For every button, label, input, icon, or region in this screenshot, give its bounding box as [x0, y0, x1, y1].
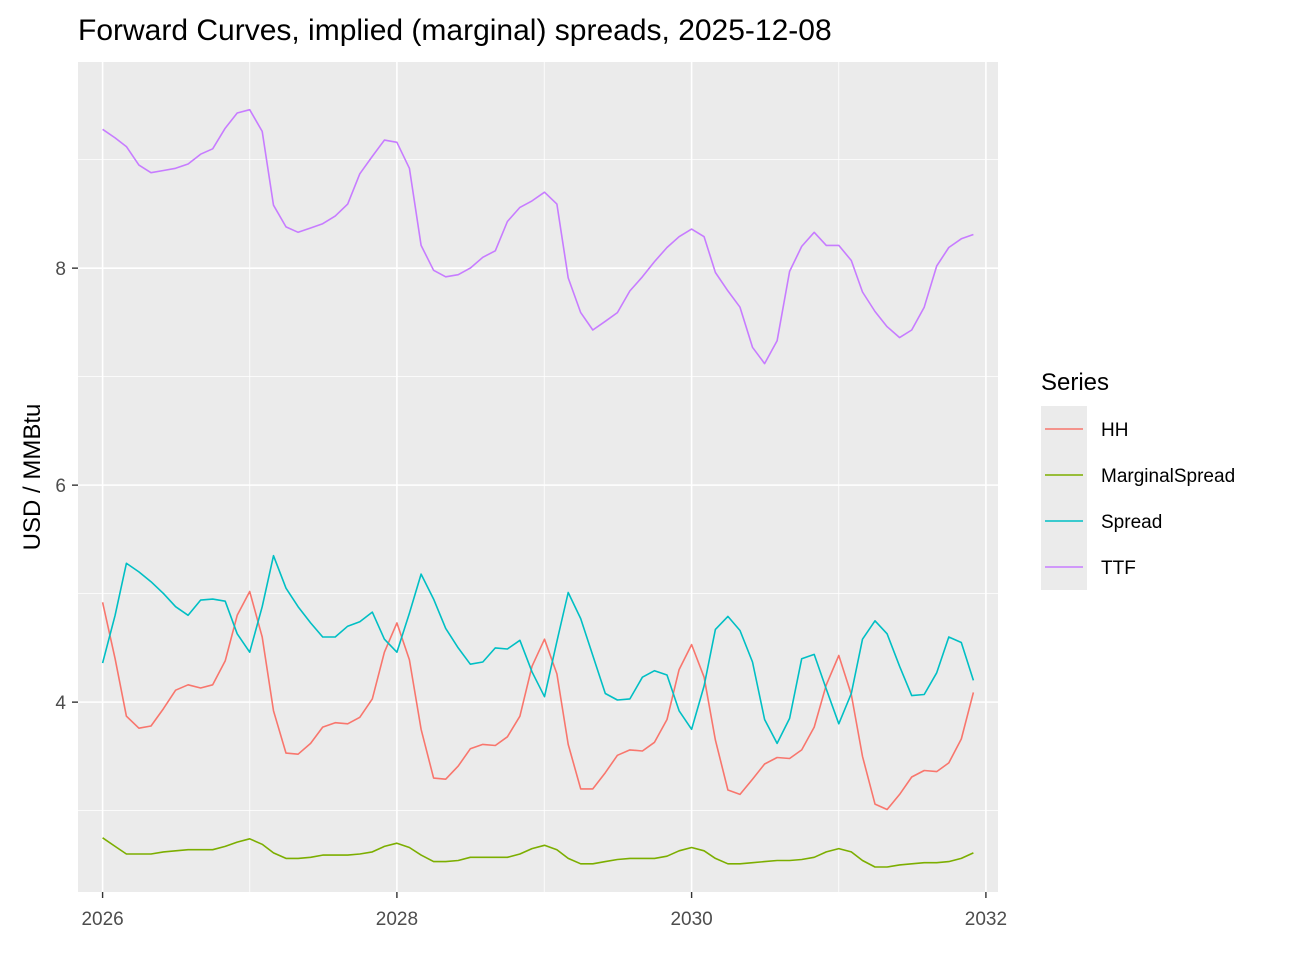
series-layer [101, 108, 975, 868]
series-line-ttf [102, 108, 974, 365]
y-tick-label: 8 [55, 259, 66, 280]
y-tick-label: 6 [55, 476, 66, 497]
legend-label-ttf: TTF [1101, 558, 1136, 579]
x-tick-label: 2032 [965, 909, 1007, 930]
series-line-spread [101, 554, 975, 745]
x-tick-label: 2030 [670, 909, 712, 930]
plot-panel [78, 62, 998, 892]
legend-label-hh: HH [1101, 420, 1128, 441]
y-tick-label: 4 [55, 693, 66, 714]
x-tick-label: 2026 [81, 909, 123, 930]
grid-minor [78, 62, 998, 892]
series-line-marginalspread [102, 837, 974, 868]
x-tick-label: 2028 [376, 909, 418, 930]
chart-title: Forward Curves, implied (marginal) sprea… [78, 14, 832, 47]
legend: Series HH MarginalSpread Spread TTF [1041, 369, 1235, 590]
grid-major [78, 62, 998, 892]
legend-label-spread: Spread [1101, 512, 1162, 533]
legend-label-marginalspread: MarginalSpread [1101, 466, 1235, 487]
y-axis-title: USD / MMBtu [19, 404, 46, 551]
x-axis: 2026 2028 2030 2032 [81, 892, 1007, 930]
legend-title: Series [1041, 369, 1109, 396]
y-axis: 4 6 8 [55, 259, 78, 714]
series-line-hh [101, 590, 975, 811]
